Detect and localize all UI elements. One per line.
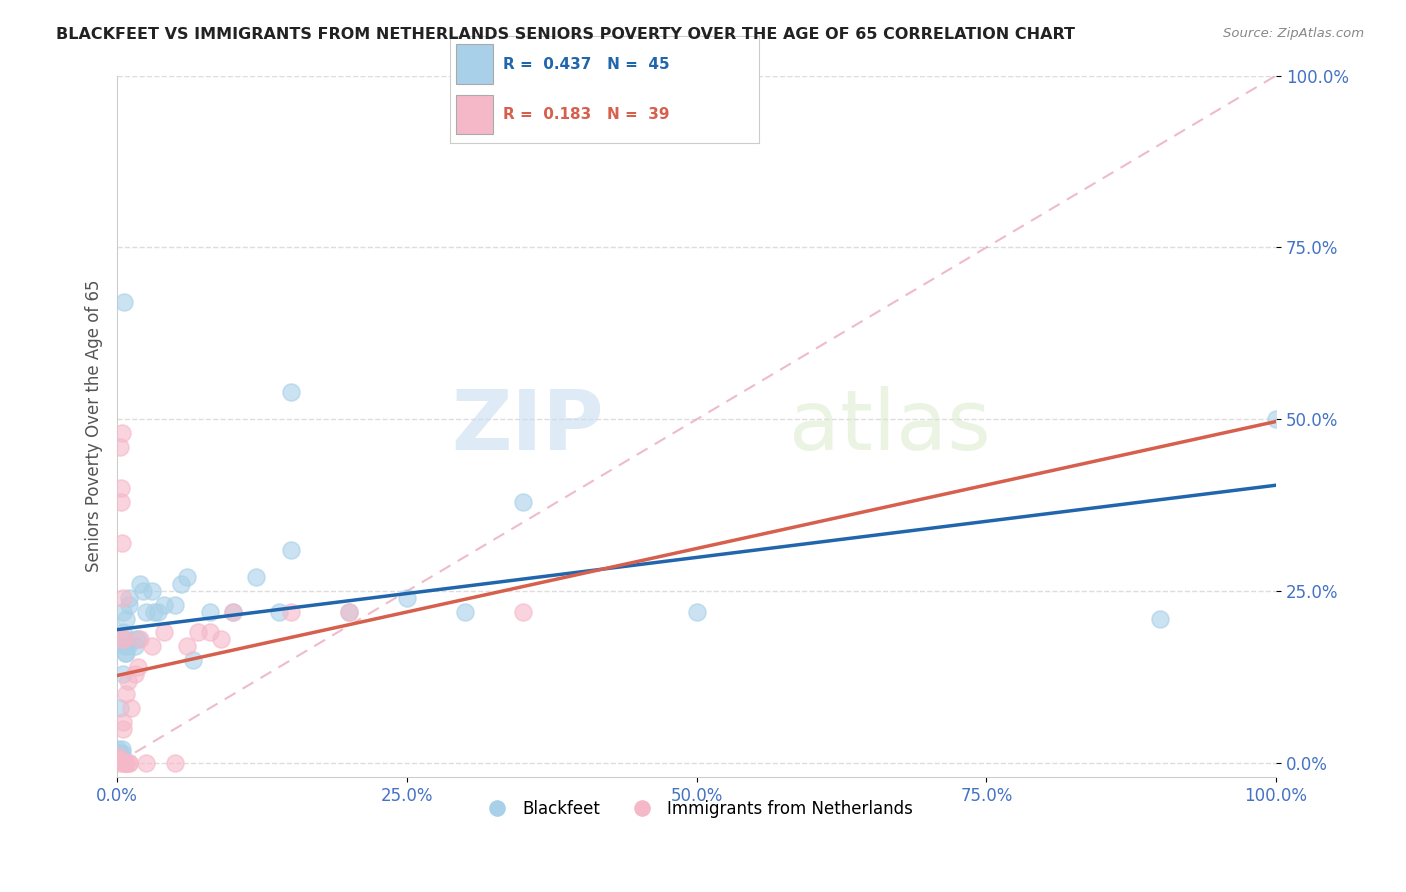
Point bbox=[118, 591, 141, 606]
Point bbox=[118, 756, 141, 771]
Point bbox=[112, 632, 135, 647]
Point bbox=[176, 570, 198, 584]
Point bbox=[337, 605, 360, 619]
Point bbox=[111, 591, 134, 606]
Point bbox=[112, 756, 135, 771]
Point bbox=[181, 653, 204, 667]
Text: ZIP: ZIP bbox=[451, 385, 605, 467]
Point bbox=[125, 632, 148, 647]
Point bbox=[512, 495, 534, 509]
Point bbox=[146, 605, 169, 619]
Point bbox=[269, 605, 291, 619]
Point bbox=[280, 543, 302, 558]
Point bbox=[141, 584, 163, 599]
Point bbox=[107, 753, 129, 767]
Point bbox=[129, 632, 152, 647]
Point bbox=[512, 605, 534, 619]
Point bbox=[111, 746, 134, 760]
Point bbox=[129, 577, 152, 591]
Point bbox=[111, 605, 134, 619]
Point bbox=[111, 714, 134, 729]
Point bbox=[165, 756, 187, 771]
Point bbox=[112, 632, 135, 647]
Point bbox=[111, 625, 134, 640]
Point bbox=[454, 605, 477, 619]
Point bbox=[112, 295, 135, 310]
Point bbox=[120, 701, 142, 715]
Point bbox=[114, 756, 136, 771]
Point bbox=[165, 598, 187, 612]
Point bbox=[1149, 612, 1171, 626]
Point bbox=[152, 625, 174, 640]
Point bbox=[117, 673, 139, 688]
Point bbox=[115, 646, 138, 660]
Point bbox=[124, 639, 146, 653]
Point bbox=[117, 639, 139, 653]
Point bbox=[211, 632, 233, 647]
Point bbox=[187, 625, 209, 640]
Point bbox=[280, 605, 302, 619]
Point bbox=[107, 753, 129, 767]
Point bbox=[141, 639, 163, 653]
Point bbox=[107, 742, 129, 756]
Point bbox=[110, 749, 132, 764]
Point bbox=[114, 639, 136, 653]
Point bbox=[111, 536, 134, 550]
Point bbox=[110, 495, 132, 509]
Text: Source: ZipAtlas.com: Source: ZipAtlas.com bbox=[1223, 27, 1364, 40]
Legend: Blackfeet, Immigrants from Netherlands: Blackfeet, Immigrants from Netherlands bbox=[474, 793, 920, 824]
Point bbox=[110, 481, 132, 495]
Point bbox=[111, 742, 134, 756]
Point bbox=[135, 756, 157, 771]
Point bbox=[198, 605, 221, 619]
Point bbox=[114, 646, 136, 660]
Point bbox=[115, 612, 138, 626]
Point bbox=[124, 666, 146, 681]
Point bbox=[152, 598, 174, 612]
Bar bbox=[456, 45, 494, 84]
Point bbox=[222, 605, 245, 619]
Point bbox=[111, 666, 134, 681]
Text: R =  0.183   N =  39: R = 0.183 N = 39 bbox=[502, 107, 669, 122]
Point bbox=[685, 605, 707, 619]
Point bbox=[135, 605, 157, 619]
Bar bbox=[456, 95, 494, 134]
Point bbox=[115, 687, 138, 701]
Point bbox=[222, 605, 245, 619]
Point bbox=[337, 605, 360, 619]
Point bbox=[118, 756, 141, 771]
Point bbox=[108, 440, 131, 454]
Point bbox=[198, 625, 221, 640]
Point bbox=[245, 570, 267, 584]
Point bbox=[127, 632, 149, 647]
Point bbox=[114, 756, 136, 771]
Y-axis label: Seniors Poverty Over the Age of 65: Seniors Poverty Over the Age of 65 bbox=[86, 280, 103, 573]
Point bbox=[127, 660, 149, 674]
Point bbox=[131, 584, 153, 599]
Point bbox=[1265, 412, 1288, 426]
Point bbox=[170, 577, 193, 591]
Point bbox=[111, 632, 134, 647]
Text: R =  0.437   N =  45: R = 0.437 N = 45 bbox=[502, 56, 669, 71]
Point bbox=[111, 722, 134, 736]
Text: BLACKFEET VS IMMIGRANTS FROM NETHERLANDS SENIORS POVERTY OVER THE AGE OF 65 CORR: BLACKFEET VS IMMIGRANTS FROM NETHERLANDS… bbox=[56, 27, 1076, 42]
Point bbox=[108, 756, 131, 771]
Point bbox=[395, 591, 418, 606]
Point bbox=[118, 598, 141, 612]
Point bbox=[108, 701, 131, 715]
Point bbox=[108, 746, 131, 760]
Point bbox=[176, 639, 198, 653]
Text: atlas: atlas bbox=[789, 385, 991, 467]
Point bbox=[107, 749, 129, 764]
Point bbox=[111, 426, 134, 441]
Point bbox=[115, 756, 138, 771]
Point bbox=[143, 605, 166, 619]
Point bbox=[280, 384, 302, 399]
Point bbox=[108, 753, 131, 767]
